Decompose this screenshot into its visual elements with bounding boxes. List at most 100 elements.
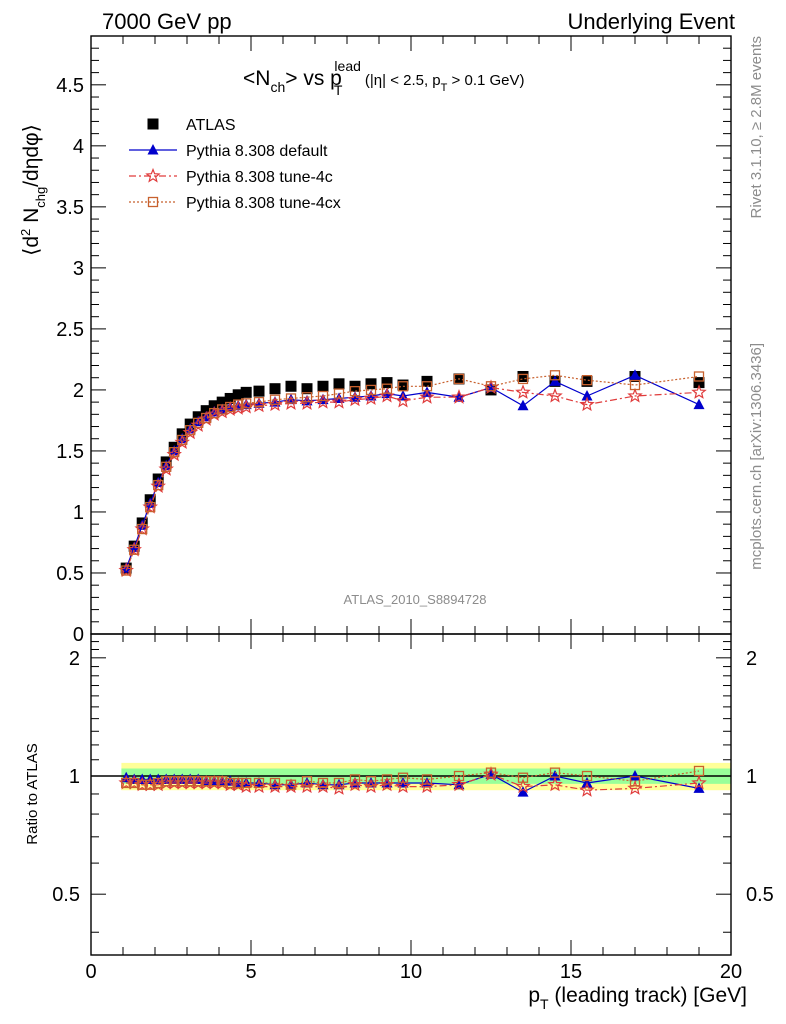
data-point-pythia-8-308-tune-4cx bbox=[693, 371, 705, 382]
ratio-point-pythia-8-308-tune-4cx bbox=[381, 774, 393, 785]
data-point-pythia-8-308-tune-4cx bbox=[185, 425, 196, 436]
data-point-pythia-8-308-tune-4cx bbox=[161, 461, 172, 472]
ratio-point-pythia-8-308-tune-4cx bbox=[169, 776, 180, 787]
legend-label-atlas: ATLAS bbox=[186, 117, 236, 134]
analysis-watermark: ATLAS_2010_S8894728 bbox=[344, 592, 487, 607]
ratio-point-pythia-8-308-tune-4cx bbox=[485, 767, 497, 778]
x-tick-label: 15 bbox=[560, 961, 582, 983]
data-point-pythia-8-308-tune-4c bbox=[627, 387, 643, 403]
ratio-point-pythia-8-308-tune-4cx bbox=[201, 776, 212, 787]
ratio-point-pythia-8-308-tune-4cx bbox=[421, 774, 433, 785]
header-right: Underlying Event bbox=[567, 9, 735, 34]
ratio-plot-axes: 0.5 0.51 12 20 5 10 15 20 bbox=[52, 634, 774, 983]
data-point-atlas bbox=[365, 378, 377, 390]
data-point-atlas bbox=[693, 377, 705, 389]
data-point-atlas bbox=[581, 375, 593, 387]
data-point-pythia-8-308-tune-4cx bbox=[317, 390, 329, 402]
ratio-point-pythia-8-308-tune-4cx bbox=[161, 776, 172, 787]
ratio-point-pythia-8-308-tune-4c bbox=[691, 774, 707, 790]
data-point-pythia-8-308-default bbox=[693, 398, 705, 410]
ratio-point-pythia-8-308-tune-4cx bbox=[397, 772, 409, 783]
data-point-pythia-8-308-tune-4cx bbox=[153, 479, 164, 491]
y-tick-label: 4 bbox=[73, 136, 84, 158]
ratio-y-tick-label: 0.5 bbox=[52, 884, 80, 906]
data-point-pythia-8-308-default bbox=[200, 410, 212, 422]
ratio-point-pythia-8-308-tune-4cx bbox=[153, 777, 164, 789]
data-point-atlas bbox=[317, 380, 329, 392]
ratio-point-pythia-8-308-tune-4c bbox=[451, 776, 467, 792]
y-tick-label: 0.5 bbox=[56, 563, 84, 585]
ratio-point-pythia-8-308-tune-4cx bbox=[253, 777, 265, 789]
data-point-atlas bbox=[208, 400, 220, 412]
data-point-pythia-8-308-tune-4c bbox=[579, 396, 595, 412]
data-point-atlas bbox=[285, 380, 297, 392]
data-point-pythia-8-308-tune-4cx bbox=[485, 381, 497, 392]
data-point-pythia-8-308-tune-4c bbox=[419, 388, 435, 404]
plot-title: <Nch> vs pTlead(|η| < 2.5, pT > 0.1 GeV) bbox=[243, 58, 525, 98]
ratio-y-tick-label: 1 bbox=[69, 766, 80, 788]
ratio-point-pythia-8-308-tune-4cx bbox=[333, 777, 345, 789]
main-plot-panel: 0 0.5 1 1.5 2 2.5 3 3.5 4 4.5 <Nch> vs pTlead(|η|… bbox=[18, 35, 732, 646]
y-tick-label: 3 bbox=[73, 258, 84, 280]
legend-label-pythia-8-308-tune-4c: Pythia 8.308 tune-4c bbox=[186, 169, 333, 186]
data-point-pythia-8-308-tune-4cx bbox=[581, 375, 593, 386]
data-point-pythia-8-308-default bbox=[629, 369, 641, 380]
legend-marker-atlas bbox=[147, 118, 159, 130]
data-point-pythia-8-308-tune-4cx bbox=[241, 398, 252, 409]
data-point-atlas bbox=[216, 396, 228, 408]
data-point-pythia-8-308-tune-4cx bbox=[253, 396, 265, 408]
ratio-point-pythia-8-308-tune-4cx bbox=[317, 777, 329, 789]
ratio-point-pythia-8-308-default bbox=[549, 770, 561, 781]
x-tick-label: 5 bbox=[245, 961, 256, 983]
ratio-y-axis-label: Ratio to ATLAS bbox=[24, 743, 41, 844]
ratio-point-pythia-8-308-tune-4cx bbox=[549, 767, 561, 778]
data-point-atlas bbox=[200, 405, 212, 417]
data-point-pythia-8-308-tune-4cx bbox=[137, 523, 148, 535]
ratio-point-pythia-8-308-tune-4cx bbox=[233, 777, 244, 789]
ratio-point-pythia-8-308-default bbox=[517, 786, 529, 797]
data-point-pythia-8-308-tune-4cx bbox=[209, 407, 220, 419]
ratio-line-pythia-8-308-tune-4c bbox=[126, 773, 700, 791]
legend-label-pythia-8-308-default: Pythia 8.308 default bbox=[186, 143, 328, 160]
ratio-point-pythia-8-308-tune-4c bbox=[547, 776, 563, 792]
data-point-pythia-8-308-tune-4cx bbox=[333, 388, 345, 399]
ratio-y-tick-label: 2 bbox=[69, 648, 80, 670]
data-point-pythia-8-308-tune-4cx bbox=[381, 383, 393, 394]
ratio-point-pythia-8-308-tune-4cx bbox=[185, 776, 196, 787]
data-point-pythia-8-308-tune-4c bbox=[347, 391, 363, 407]
legend: ATLAS Pythia 8.308 default Pythia 8.308 tu… bbox=[129, 117, 341, 212]
data-point-pythia-8-308-tune-4cx bbox=[629, 379, 641, 391]
ratio-point-pythia-8-308-tune-4cx bbox=[193, 776, 204, 787]
ratio-point-pythia-8-308-tune-4cx bbox=[453, 770, 465, 782]
data-point-pythia-8-308-tune-4cx bbox=[365, 384, 377, 396]
legend-marker-pythia-8-308-default bbox=[147, 144, 159, 155]
data-point-pythia-8-308-tune-4cx bbox=[169, 447, 180, 458]
ratio-point-pythia-8-308-default bbox=[629, 770, 641, 781]
data-point-pythia-8-308-tune-4cx bbox=[129, 544, 140, 555]
data-point-atlas bbox=[240, 386, 252, 398]
ratio-point-pythia-8-308-tune-4cx bbox=[121, 777, 132, 789]
ratio-point-pythia-8-308-tune-4cx bbox=[517, 772, 529, 783]
data-point-atlas bbox=[269, 383, 281, 395]
data-point-atlas bbox=[224, 392, 236, 404]
y-tick-label: 1 bbox=[73, 502, 84, 524]
data-point-pythia-8-308-default bbox=[120, 562, 132, 573]
ratio-point-pythia-8-308-tune-4cx bbox=[209, 776, 220, 787]
data-point-atlas bbox=[301, 383, 313, 395]
data-point-atlas bbox=[517, 370, 529, 382]
data-point-atlas bbox=[253, 385, 265, 397]
data-point-pythia-8-308-default bbox=[517, 399, 529, 411]
data-point-pythia-8-308-tune-4cx bbox=[453, 373, 465, 385]
ratio-plot-panel: 0.5 0.51 12 20 5 10 15 20 Ratio to ATLAS pT (le… bbox=[24, 633, 774, 1012]
ratio-point-pythia-8-308-tune-4cx bbox=[693, 765, 705, 777]
data-point-pythia-8-308-default bbox=[549, 375, 561, 386]
rivet-label: Rivet 3.1.10, ≥ 2.8M events bbox=[748, 36, 765, 219]
ratio-point-pythia-8-308-tune-4cx bbox=[129, 777, 140, 789]
ratio-point-pythia-8-308-tune-4cx bbox=[225, 777, 236, 789]
ratio-point-pythia-8-308-tune-4cx bbox=[349, 774, 361, 785]
ratio-point-pythia-8-308-tune-4cx bbox=[269, 777, 281, 789]
main-plot-marks bbox=[118, 369, 707, 578]
data-point-pythia-8-308-tune-4cx bbox=[177, 434, 188, 446]
data-point-atlas bbox=[381, 377, 393, 389]
